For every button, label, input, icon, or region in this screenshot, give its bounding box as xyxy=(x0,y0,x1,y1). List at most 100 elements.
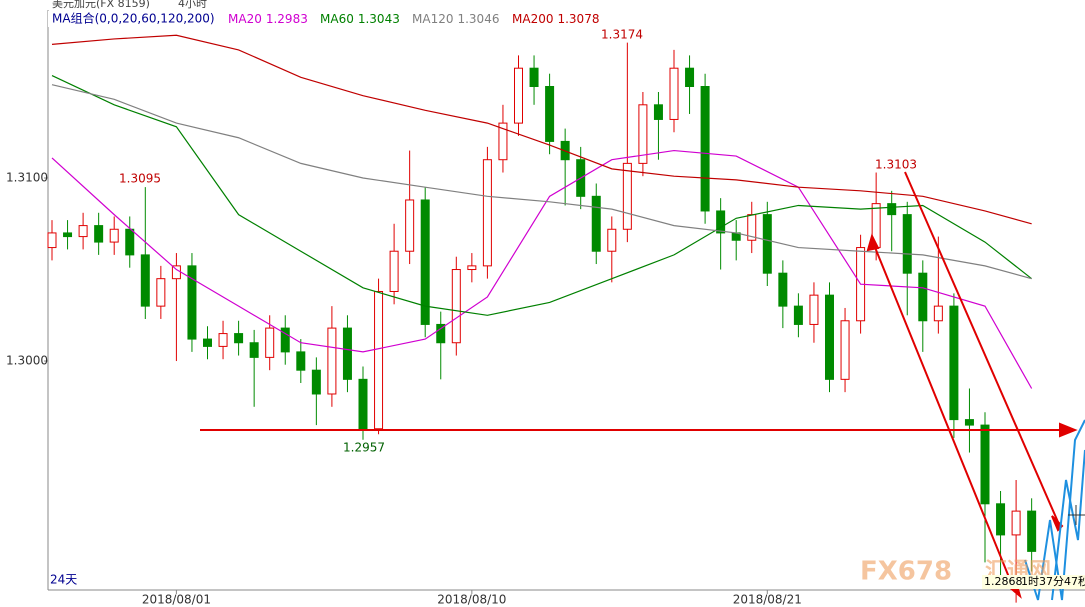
annotation: 1.3174 xyxy=(601,28,643,42)
candle-body xyxy=(203,338,212,347)
candle-body xyxy=(405,199,415,252)
candle-body xyxy=(700,86,710,212)
candle-body xyxy=(685,67,695,88)
countdown: 1时37分47秒 xyxy=(1021,574,1085,588)
candle-body xyxy=(63,232,73,238)
forecast-drawing xyxy=(1024,419,1085,601)
candle-body xyxy=(451,269,461,344)
candle-body xyxy=(467,265,477,271)
legend-item: MA60 1.3043 xyxy=(320,12,400,26)
candle-body xyxy=(638,104,648,164)
candle-body xyxy=(311,369,321,395)
candle-body xyxy=(218,333,228,347)
candle-body xyxy=(778,272,788,307)
legend-item: MA120 1.3046 xyxy=(412,12,499,26)
y-tick-label: 1.3000 xyxy=(6,354,48,368)
legend-bg xyxy=(48,11,1085,27)
candle-body xyxy=(1011,510,1021,536)
candle-body xyxy=(622,162,632,230)
candle-body xyxy=(902,214,912,274)
span: 24天 xyxy=(50,573,77,587)
candle-body xyxy=(669,67,679,120)
candle-body xyxy=(949,305,959,421)
candle-body xyxy=(327,327,337,395)
candle-body xyxy=(436,323,446,344)
period: 4小时 xyxy=(178,0,207,10)
candle-body xyxy=(762,214,772,274)
candle-body xyxy=(591,195,601,252)
legend-item: MA200 1.3078 xyxy=(512,12,599,26)
legend-value: 1.2983 xyxy=(266,12,308,26)
candle-body xyxy=(249,342,259,358)
candle-body xyxy=(716,210,726,234)
candle-body xyxy=(498,122,508,161)
candle-body xyxy=(140,254,150,307)
candle-body xyxy=(653,104,663,120)
candle-body xyxy=(358,378,368,430)
candle-body xyxy=(840,320,850,380)
candle-body xyxy=(514,67,523,124)
ma-line xyxy=(51,34,1032,225)
instrument: 美元加元(FX 8159) xyxy=(52,0,150,10)
legend-name: MA120 xyxy=(412,12,453,26)
trend-line xyxy=(871,239,1016,593)
candle-body xyxy=(109,228,119,243)
candle-body xyxy=(420,199,430,325)
candle-body xyxy=(482,159,492,267)
legend-value: 1.3078 xyxy=(557,12,599,26)
candle-body xyxy=(125,228,135,256)
y-tick-label: 1.3100 xyxy=(6,171,48,185)
x-tick-label: 2018/08/21 xyxy=(733,593,802,607)
ma-line xyxy=(51,149,1033,389)
candle-body xyxy=(234,333,244,344)
plot: 1.3000 1.3100 2018/08/01 2018/08/10 2018/08/… xyxy=(6,34,1037,607)
arrow-head xyxy=(1059,422,1078,438)
candle-body xyxy=(607,228,617,252)
ma-line xyxy=(51,74,1033,316)
candle-body xyxy=(545,86,555,142)
zigzag xyxy=(1051,449,1085,601)
candle-body xyxy=(825,294,834,380)
legend-name: MA20 xyxy=(228,12,262,26)
candle-body xyxy=(980,424,990,505)
drawings xyxy=(200,171,1078,599)
candle-body xyxy=(156,278,166,307)
candle-body xyxy=(374,290,384,430)
watermark: FX678 xyxy=(860,557,952,587)
candle-body xyxy=(809,294,819,325)
candle-body xyxy=(280,327,290,353)
candle-body xyxy=(342,327,352,380)
legend-value: 1.3046 xyxy=(457,12,499,26)
candle-body xyxy=(78,225,88,238)
trend-line xyxy=(904,171,1059,523)
candle-body xyxy=(265,327,275,358)
legend-name: MA60 xyxy=(320,12,354,26)
annotation: 1.3095 xyxy=(119,172,161,186)
candle-body xyxy=(964,419,974,426)
candle-body xyxy=(887,203,897,216)
arrow-head xyxy=(866,233,880,252)
candle-body xyxy=(47,232,57,249)
candle-body xyxy=(918,272,928,322)
annotation: 1.3103 xyxy=(875,158,917,172)
x-tick-label: 2018/08/10 xyxy=(437,593,506,607)
candle-body xyxy=(389,250,399,292)
candle-body xyxy=(296,351,306,371)
legend-value: 1.3043 xyxy=(358,12,400,26)
last-price-box xyxy=(982,575,1085,589)
ma-line xyxy=(51,84,1032,280)
candle-body xyxy=(793,305,803,325)
legend-item: MA20 1.2983 xyxy=(228,12,308,26)
last-price: 1.2868 xyxy=(984,575,1023,588)
ma-group: MA组合(0,0,20,60,120,200) xyxy=(52,11,215,26)
candle-body xyxy=(187,265,197,340)
candle-body xyxy=(529,67,539,88)
x-tick-label: 2018/08/01 xyxy=(142,593,211,607)
candle-body xyxy=(933,305,943,322)
candle-body xyxy=(1027,510,1037,552)
candle-body xyxy=(94,225,104,243)
annotation: 1.2957 xyxy=(343,441,385,455)
legend-name: MA200 xyxy=(512,12,553,26)
candle-body xyxy=(996,503,1006,536)
